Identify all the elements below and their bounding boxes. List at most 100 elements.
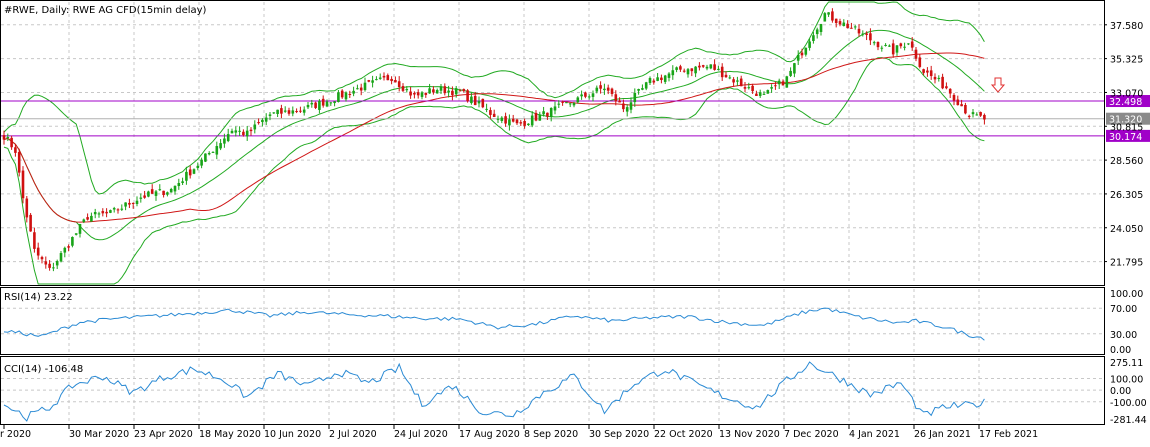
candle-body (492, 113, 496, 118)
candle-body (135, 200, 139, 204)
candle-body (952, 95, 956, 101)
bollinger-middle-band (3, 29, 985, 241)
candle-body (675, 67, 678, 70)
candle-body (812, 35, 815, 41)
candle-body (823, 13, 827, 22)
date-axis-label: 23 Apr 2020 (134, 429, 193, 440)
candle-body (90, 215, 93, 222)
candle-body (880, 47, 884, 49)
axis-labels: 37.580 35.325 33.070 30.815 28.560 26.305 24.0… (0, 21, 1147, 440)
candle-body (967, 115, 971, 117)
price-pane-frame (0, 0, 1105, 286)
candle-body (622, 103, 625, 110)
candle-body (375, 79, 378, 81)
candle-body (329, 102, 333, 104)
candle-body (226, 134, 230, 142)
candle-body (432, 89, 435, 93)
candle-body (671, 70, 675, 76)
candle-body (276, 109, 279, 114)
candle-body (325, 101, 329, 107)
candle-body (937, 77, 941, 79)
rsi-series (1, 307, 1104, 341)
candle-body (956, 99, 960, 106)
candle-body (211, 151, 215, 153)
cci-pane-frame (0, 356, 1105, 425)
candle-body (804, 47, 808, 55)
candle-body (648, 78, 652, 83)
candle-body (150, 189, 154, 194)
cci-axis-label: -281.44 (1110, 415, 1147, 426)
candle-body (439, 86, 443, 91)
candle-body (470, 96, 473, 104)
candle-body (508, 119, 511, 126)
candle-body (625, 107, 629, 112)
candle-body (884, 44, 887, 46)
candle-body (116, 209, 120, 211)
candle-body (466, 90, 469, 102)
candle-body (667, 73, 671, 78)
candle-body (538, 114, 542, 121)
candle-body (78, 224, 82, 234)
candle-body (587, 96, 591, 98)
candle-body (238, 130, 241, 132)
date-axis-label: 10 Jun 2020 (264, 429, 321, 440)
candle-body (515, 119, 519, 124)
candle-body (454, 88, 458, 95)
candle-body (629, 102, 633, 110)
price-axis-label: 35.325 (1110, 55, 1143, 66)
candle-body (595, 87, 599, 92)
candle-body (74, 233, 78, 235)
candle-body (17, 152, 21, 173)
candle-body (154, 191, 158, 196)
candle-body (511, 118, 515, 122)
candle-body (109, 210, 112, 213)
price-axis-label: 26.305 (1110, 190, 1143, 201)
candle-body (652, 80, 656, 83)
candle-body (561, 101, 564, 103)
candle-body (644, 82, 648, 89)
candle-body (853, 26, 857, 28)
candle-body (173, 185, 177, 192)
candle-body (363, 82, 367, 91)
candle-body (435, 90, 439, 94)
candle-body (751, 85, 754, 92)
rsi-title: RSI(14) 23.22 (4, 292, 73, 303)
candle-body (291, 110, 295, 114)
candle-body (489, 110, 492, 115)
candle-body (287, 110, 291, 114)
candle-body (264, 117, 268, 122)
date-axis-label: 6 Mar 2020 (0, 429, 31, 440)
candle-body (941, 76, 944, 89)
candle-body (679, 66, 682, 70)
candle-body (656, 77, 659, 81)
candle-body (458, 90, 462, 92)
candle-body (568, 103, 572, 105)
candle-body (112, 208, 116, 210)
candle-body (705, 66, 709, 69)
candle-body (443, 86, 447, 94)
candle-body (614, 94, 618, 102)
candle-body (397, 81, 401, 87)
candle-body (147, 191, 150, 197)
candle-body (637, 88, 640, 91)
date-axis-label: 17 Aug 2020 (459, 429, 520, 440)
candle-body (519, 122, 523, 124)
level-price-tag (1106, 129, 1150, 142)
candle-body (546, 112, 549, 117)
candle-body (6, 137, 10, 139)
candle-body (405, 89, 409, 91)
candle-body (128, 202, 131, 205)
candle-body (762, 93, 766, 95)
candle-body (663, 75, 667, 82)
candle-body (223, 138, 226, 144)
candle-body (71, 236, 74, 246)
candle-body (633, 92, 637, 103)
candle-body (728, 77, 732, 79)
candle-body (926, 70, 929, 73)
candle-body (302, 109, 306, 113)
candle-body (496, 118, 500, 120)
rsi-pane-frame (0, 287, 1105, 355)
candle-body (827, 12, 830, 15)
candle-body (40, 257, 44, 260)
level-price-label: 32.498 (1109, 97, 1142, 108)
